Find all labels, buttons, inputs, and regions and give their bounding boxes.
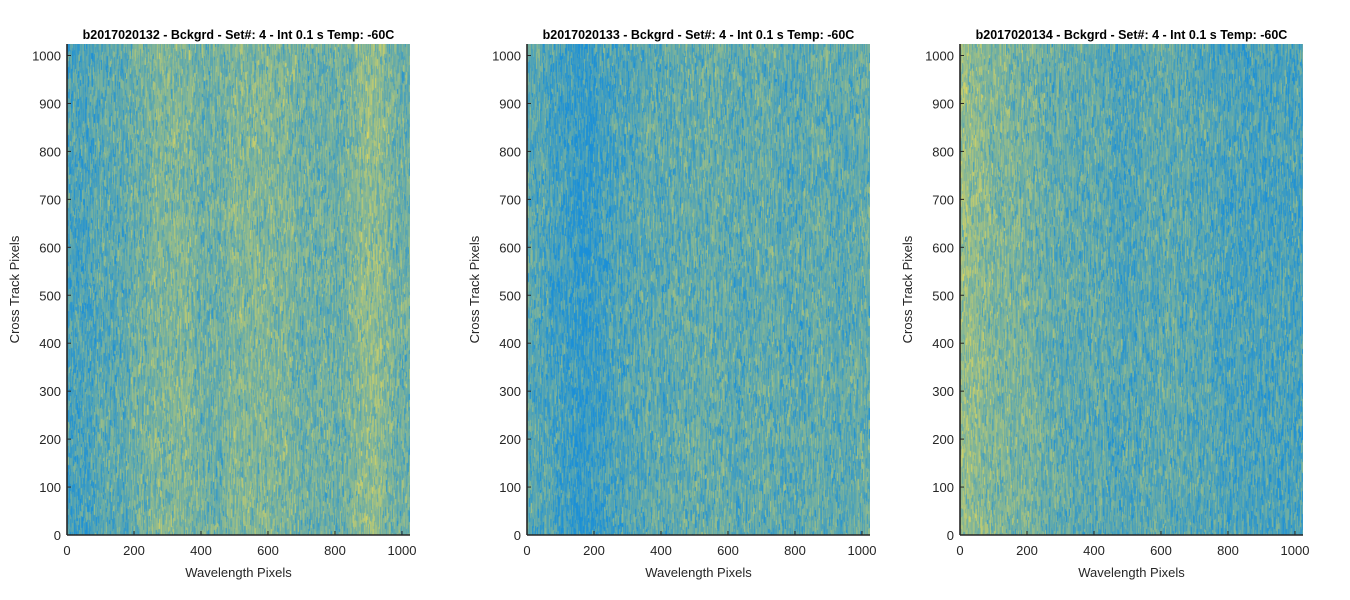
y-tick-label: 100: [932, 480, 954, 495]
y-tick-label: 200: [499, 432, 521, 447]
x-axis-label: Wavelength Pixels: [645, 565, 752, 580]
x-tick-label: 600: [257, 543, 279, 558]
x-tick-label: 800: [784, 543, 806, 558]
y-tick-label: 600: [499, 240, 521, 255]
y-tick-label: 300: [39, 384, 61, 399]
y-tick-label: 200: [39, 432, 61, 447]
y-tick-label: 500: [39, 288, 61, 303]
y-axis-label: Cross Track Pixels: [900, 235, 915, 343]
y-tick-label: 300: [932, 384, 954, 399]
y-axis-label: Cross Track Pixels: [7, 235, 22, 343]
heatmap-image: [960, 44, 1303, 535]
y-tick-label: 100: [39, 480, 61, 495]
y-tick-label: 600: [932, 240, 954, 255]
y-tick-label: 400: [932, 336, 954, 351]
x-tick-label: 600: [1150, 543, 1172, 558]
x-axis-label: Wavelength Pixels: [1078, 565, 1185, 580]
x-tick-label: 200: [583, 543, 605, 558]
panel-1: 0 200 400 600 800 1000 0 100 200 300 400 500 600 700 8…: [7, 28, 416, 580]
y-tick-label: 600: [39, 240, 61, 255]
x-tick-label: 200: [1016, 543, 1038, 558]
y-tick-label: 900: [932, 96, 954, 111]
chart-title: b2017020134 - Bckgrd - Set#: 4 - Int 0.1…: [976, 28, 1288, 42]
x-tick-label: 1000: [388, 543, 417, 558]
x-axis-label: Wavelength Pixels: [185, 565, 292, 580]
x-tick-label: 200: [123, 543, 145, 558]
y-tick-label: 400: [499, 336, 521, 351]
x-tick-label: 800: [1217, 543, 1239, 558]
y-tick-label: 1000: [492, 49, 521, 64]
x-tick-label: 0: [956, 543, 963, 558]
heatmap-image: [67, 44, 410, 535]
y-tick-label: 300: [499, 384, 521, 399]
x-tick-label: 0: [63, 543, 70, 558]
y-tick-label: 0: [54, 528, 61, 543]
y-tick-label: 700: [932, 192, 954, 207]
y-tick-label: 500: [932, 288, 954, 303]
y-tick-label: 800: [932, 144, 954, 159]
chart-title: b2017020132 - Bckgrd - Set#: 4 - Int 0.1…: [83, 28, 395, 42]
y-tick-label: 100: [499, 480, 521, 495]
y-tick-label: 1000: [925, 49, 954, 64]
x-tick-label: 800: [324, 543, 346, 558]
y-tick-label: 1000: [32, 49, 61, 64]
x-tick-label: 0: [523, 543, 530, 558]
x-tick-label: 600: [717, 543, 739, 558]
y-axis-label: Cross Track Pixels: [467, 235, 482, 343]
x-tick-label: 400: [190, 543, 212, 558]
heatmap-image: [527, 44, 870, 535]
x-tick-label: 1000: [848, 543, 877, 558]
x-tick-label: 1000: [1281, 543, 1310, 558]
y-tick-label: 500: [499, 288, 521, 303]
y-tick-label: 400: [39, 336, 61, 351]
x-tick-label: 400: [650, 543, 672, 558]
y-tick-label: 0: [514, 528, 521, 543]
y-tick-label: 800: [499, 144, 521, 159]
panel-2: 0 200 400 600 800 1000 0 100 200 300 400 500 600 700 8…: [467, 28, 876, 580]
chart-title: b2017020133 - Bckgrd - Set#: 4 - Int 0.1…: [543, 28, 855, 42]
y-tick-label: 900: [39, 96, 61, 111]
y-tick-label: 200: [932, 432, 954, 447]
panel-3: 0 200 400 600 800 1000 0 100 200 300 400 500 600 700 8…: [900, 28, 1309, 580]
y-tick-label: 700: [499, 192, 521, 207]
x-tick-label: 400: [1083, 543, 1105, 558]
y-tick-label: 800: [39, 144, 61, 159]
y-tick-label: 900: [499, 96, 521, 111]
y-tick-label: 700: [39, 192, 61, 207]
y-tick-label: 0: [947, 528, 954, 543]
